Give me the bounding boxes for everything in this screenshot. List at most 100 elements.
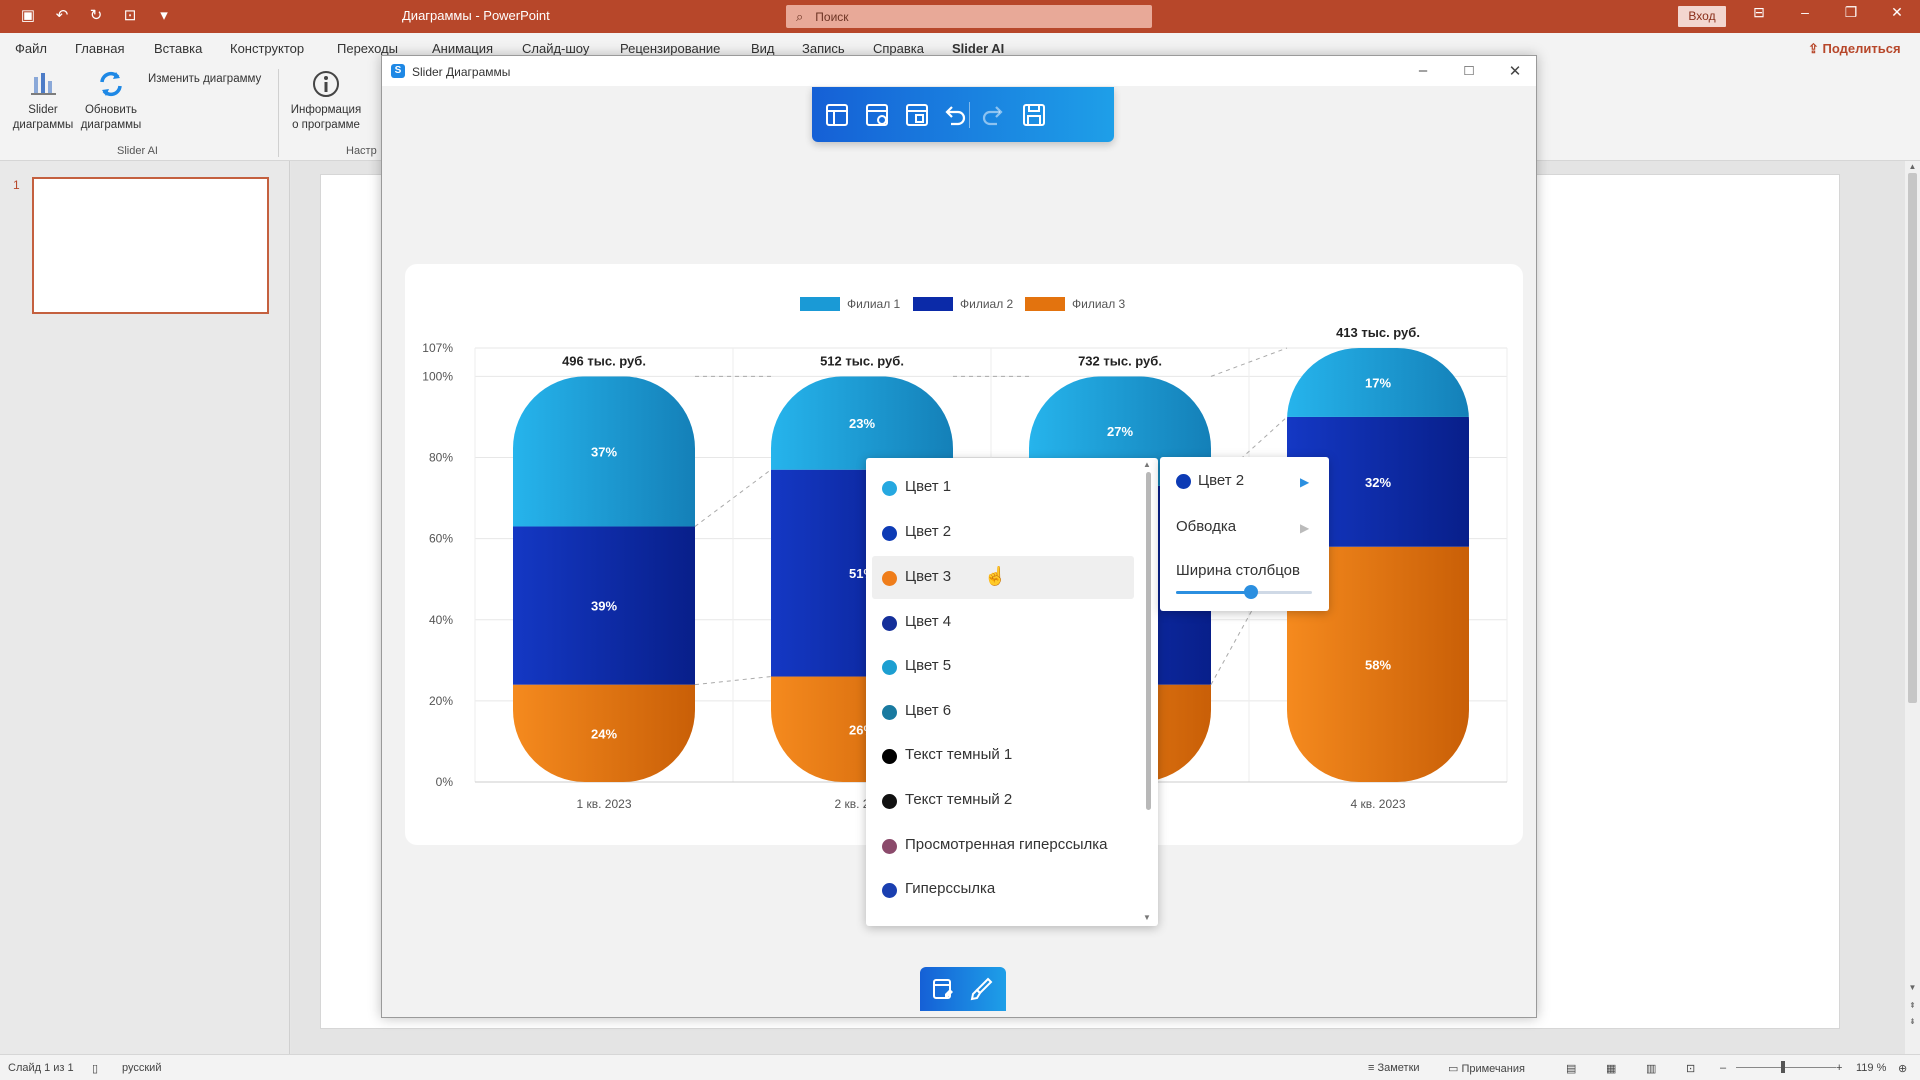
dialog-maximize-icon[interactable]: □ [1464,62,1474,79]
zoom-slider-knob[interactable] [1781,1061,1785,1073]
tab-help[interactable]: Справка [873,41,924,56]
scrollbar-thumb[interactable] [1908,173,1917,703]
accessibility-icon[interactable]: ▯ [92,1063,99,1075]
stacked-bar-chart[interactable]: 0% 20% 40% 60% 80% 100% 107% Филиал 1 Филиал 2 Фи… [405,264,1523,845]
color-option-5[interactable]: Цвет 5 [872,645,1134,688]
color-option-label: Цвет 2 [905,523,952,540]
color-option-1[interactable]: Цвет 1 [872,466,1134,509]
reading-view-icon[interactable]: ▥ [1646,1063,1657,1075]
slide-count: Слайд 1 из 1 [8,1062,74,1074]
save-icon[interactable]: ▣ [20,7,36,24]
dialog-close-icon[interactable]: ✕ [1508,63,1522,80]
color-option-text-dark-2[interactable]: Текст темный 2 [872,779,1134,822]
prev-slide-icon[interactable]: ⇞ [1909,1001,1916,1010]
slider-knob[interactable] [1243,585,1258,599]
zoom-slider[interactable] [1736,1067,1836,1068]
restore-icon[interactable]: ❐ [1844,4,1858,20]
menu-scroll-up-icon[interactable]: ▲ [1143,460,1151,469]
next-slide-icon[interactable]: ⇟ [1909,1017,1916,1026]
redo-icon[interactable] [979,100,1009,130]
redo-icon[interactable]: ↻ [89,7,103,24]
ribbon-display-icon[interactable]: ⊟ [1753,4,1765,20]
notes-icon: ≡ [1368,1062,1378,1074]
refresh-charts-button[interactable]: Обновить диаграммы [78,69,144,133]
tab-review[interactable]: Рецензирование [620,41,721,56]
present-icon[interactable]: ⊡ [123,7,137,24]
tab-slider-ai[interactable]: Slider AI [952,41,1005,56]
chart-card: 0% 20% 40% 60% 80% 100% 107% Филиал 1 Филиал 2 Фи… [405,264,1523,845]
y-tick-label: 40% [429,613,453,627]
chart-data-icon[interactable] [862,100,892,130]
edit-chart-button[interactable]: Изменить диаграмму [148,73,262,85]
customize-qat-icon[interactable]: ▾ [160,7,168,24]
color-option-3[interactable]: Цвет 3 [872,556,1134,599]
color-option-visited-link[interactable]: Просмотренная гиперссылка [872,824,1134,867]
about-label-2: о программе [292,119,360,131]
tab-insert[interactable]: Вставка [154,41,203,56]
comments-label: Примечания [1461,1063,1525,1075]
share-button[interactable]: ⇪ Поделиться [1808,41,1901,57]
tab-design[interactable]: Конструктор [230,41,305,56]
ribbon-separator [278,69,279,157]
slide-thumbnail[interactable] [32,177,269,314]
menu-scroll-down-icon[interactable]: ▼ [1143,913,1151,922]
slide-number: 1 [13,178,20,192]
tab-record[interactable]: Запись [802,41,845,56]
tab-transitions[interactable]: Переходы [337,41,398,56]
vertical-scrollbar[interactable]: ▲ ▼ ⇞ ⇟ [1905,161,1920,1054]
zoom-out-icon[interactable]: – [1720,1062,1727,1074]
legend-swatch [913,297,953,311]
color-option-6[interactable]: Цвет 6 [872,690,1134,733]
data-label: 37% [591,444,617,459]
total-label: 732 тыс. руб. [1078,353,1162,368]
chart-layout-icon[interactable] [822,100,852,130]
minimize-icon[interactable]: – [1801,4,1809,20]
comments-button[interactable]: ▭ Примечания [1448,1062,1525,1075]
fit-to-window-icon[interactable]: ⊕ [1898,1063,1908,1075]
close-icon[interactable]: ✕ [1891,4,1903,20]
undo-icon[interactable] [939,100,969,130]
window-title: Диаграммы - PowerPoint [402,8,550,23]
color-option-label: Текст темный 1 [905,746,1013,763]
color-option-2[interactable]: Цвет 2 [872,511,1134,554]
dialog-minimize-icon[interactable]: – [1418,62,1428,79]
slideshow-view-icon[interactable]: ⊡ [1686,1063,1696,1075]
notes-button[interactable]: ≡ Заметки [1368,1062,1420,1074]
zoom-in-icon[interactable]: + [1836,1062,1843,1074]
tab-slideshow[interactable]: Слайд-шоу [522,41,590,56]
about-button[interactable]: Информация о программе [284,69,368,133]
series-color-swatch [1176,474,1191,489]
sorter-view-icon[interactable]: ▦ [1606,1063,1617,1075]
data-label: 32% [1365,475,1391,490]
legend-label: Филиал 2 [960,297,1014,311]
normal-view-icon[interactable]: ▤ [1566,1063,1577,1075]
chart-settings-icon[interactable] [902,100,932,130]
undo-icon[interactable]: ↶ [55,7,69,24]
y-tick-label: 80% [429,451,453,465]
scroll-down-icon[interactable]: ▼ [1908,983,1917,992]
color-option-link[interactable]: Гиперссылка [872,868,1134,911]
color-option-4[interactable]: Цвет 4 [872,601,1134,644]
menu-scrollbar-thumb[interactable] [1146,472,1151,810]
data-tab-icon[interactable] [928,974,958,1004]
tab-animations[interactable]: Анимация [432,41,494,56]
data-label: 58% [1365,657,1391,672]
title-bar: ▣ ↶ ↻ ⊡ ▾ Диаграммы - PowerPoint ⌕ Поиск … [0,0,1920,33]
style-tab-icon[interactable] [966,974,996,1004]
tab-view[interactable]: Вид [751,41,775,56]
data-label: 39% [591,599,617,614]
sign-in-button[interactable]: Вход [1678,6,1726,27]
search-input[interactable]: ⌕ Поиск [786,5,1152,28]
quick-access-toolbar: ▣ ↶ ↻ ⊡ ▾ [18,6,174,24]
tab-file[interactable]: Файл [15,41,47,56]
slider-charts-button[interactable]: Slider диаграммы [8,69,78,133]
tab-home[interactable]: Главная [75,41,125,56]
scroll-up-icon[interactable]: ▲ [1908,162,1917,171]
color-swatch [882,660,897,675]
column-width-slider[interactable] [1176,585,1312,599]
language[interactable]: русский [122,1062,162,1074]
color-swatch [882,481,897,496]
save-icon[interactable] [1019,100,1049,130]
color-option-text-dark-1[interactable]: Текст темный 1 [872,734,1134,777]
zoom-level[interactable]: 119 % [1856,1062,1887,1074]
